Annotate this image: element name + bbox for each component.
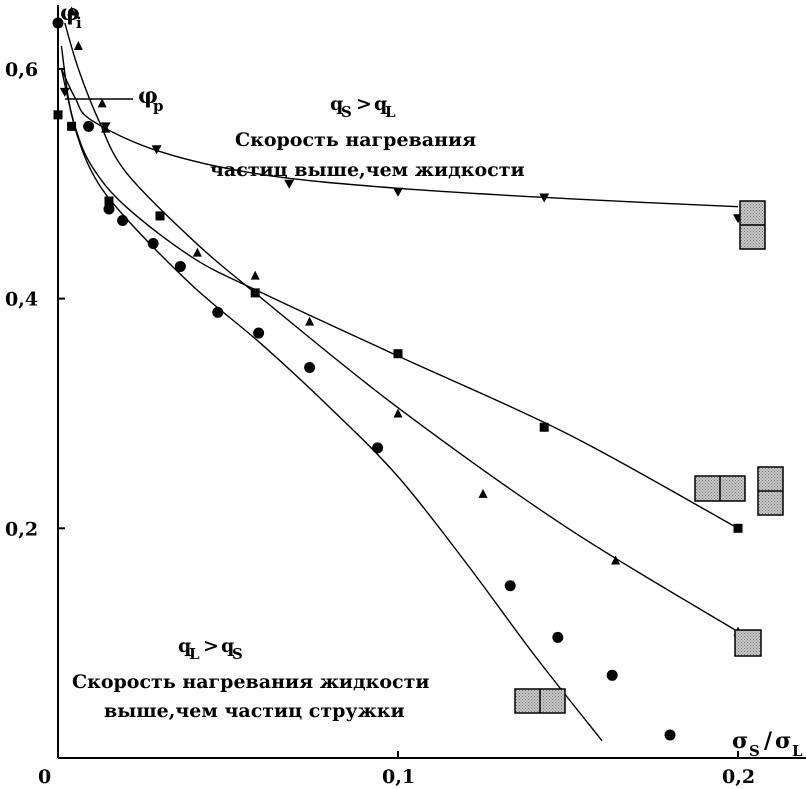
fit-curve-triangle-up — [64, 22, 739, 633]
top-condition: q S > q L — [330, 93, 396, 121]
schematic-horizontal-pair-icon-2 — [514, 688, 566, 714]
fit-curve-circle — [60, 45, 603, 742]
svg-text:L: L — [385, 103, 396, 121]
data-point-square — [393, 349, 403, 359]
data-point-square — [67, 121, 77, 131]
data-point-circle — [253, 327, 265, 339]
x-tick-label: 0,2 — [722, 766, 755, 788]
data-point-circle — [147, 237, 159, 249]
data-point-triangle-up — [305, 316, 315, 326]
data-point-triangle-down — [284, 179, 295, 189]
data-point-circle — [372, 442, 384, 454]
data-point-square — [733, 523, 743, 533]
data-point-triangle-down — [151, 145, 162, 155]
schematic-vertical-pair-icon-2 — [757, 466, 784, 516]
data-points — [52, 6, 743, 741]
data-point-square — [155, 211, 165, 221]
data-point-circle — [504, 580, 516, 592]
data-point-triangle-up — [73, 40, 83, 50]
data-point-triangle-down — [59, 87, 70, 97]
y-tick-label: 0,2 — [5, 518, 38, 540]
data-point-circle — [664, 729, 676, 741]
x-axis-label: σ S / σ L — [732, 728, 803, 760]
data-point-triangle-up — [250, 270, 260, 280]
bottom-text-line1: Скорость нагревания жидкости — [72, 671, 430, 693]
data-point-circle — [103, 203, 115, 215]
data-point-circle — [212, 306, 224, 318]
data-point-circle — [83, 120, 95, 132]
top-text-line1: Скорость нагревания — [235, 129, 476, 151]
x-tick-label: 0,1 — [382, 766, 415, 788]
schematic-single-icon — [734, 629, 762, 657]
x-tick-label: 0 — [38, 766, 51, 788]
top-text-line2: частиц выше,чем жидкости — [210, 159, 525, 181]
svg-text:>: > — [356, 93, 372, 115]
data-point-square — [104, 196, 114, 206]
data-point-triangle-up — [67, 6, 77, 16]
phi-p-label: φ p — [138, 83, 164, 115]
svg-text:S: S — [749, 742, 760, 760]
data-point-triangle-up — [101, 123, 111, 133]
data-point-square — [539, 422, 549, 432]
data-point-circle — [52, 17, 64, 29]
svg-text:i: i — [76, 14, 82, 32]
svg-text:>: > — [203, 635, 219, 657]
svg-text:q: q — [374, 93, 387, 115]
svg-text:σ: σ — [775, 728, 791, 754]
svg-text:L: L — [189, 645, 200, 663]
svg-text:q: q — [221, 635, 234, 657]
fit-curve-triangle-down — [60, 68, 739, 208]
y-tick-label: 0,4 — [5, 289, 38, 311]
data-point-triangle-down — [539, 193, 550, 203]
data-point-triangle-down — [393, 187, 403, 197]
fit-curve-square — [60, 68, 739, 529]
data-point-triangle-up — [393, 408, 403, 418]
y-tick-label: 0,6 — [5, 59, 38, 81]
tick-layer: 0,2 0,4 0,6 0 0,1 0,2 — [5, 59, 755, 788]
data-point-triangle-up — [192, 247, 202, 257]
data-point-triangle-up — [97, 98, 107, 108]
data-point-square — [250, 288, 260, 298]
svg-text:p: p — [153, 97, 164, 115]
svg-text:S: S — [341, 103, 352, 121]
schematic-horizontal-pair-icon — [694, 475, 746, 502]
svg-text:φ: φ — [138, 83, 158, 109]
svg-text:σ: σ — [732, 728, 748, 754]
svg-text:q: q — [330, 93, 343, 115]
schematic-vertical-pair-icon — [739, 200, 766, 250]
data-point-triangle-up — [611, 555, 621, 565]
svg-text:L: L — [792, 742, 803, 760]
data-point-circle — [117, 215, 129, 227]
data-point-circle — [174, 260, 186, 272]
y-axis-label: φ i — [60, 0, 82, 32]
svg-text:q: q — [178, 635, 191, 657]
data-point-square — [53, 110, 63, 120]
data-point-circle — [606, 669, 618, 681]
bottom-condition: q L > q S — [178, 635, 243, 663]
data-point-circle — [304, 362, 316, 374]
data-point-triangle-up — [478, 488, 488, 498]
data-point-circle — [552, 631, 564, 643]
svg-text:/: / — [764, 728, 773, 754]
svg-text:S: S — [232, 645, 243, 663]
bottom-text-line2: выше,чем частиц стружки — [104, 700, 405, 722]
